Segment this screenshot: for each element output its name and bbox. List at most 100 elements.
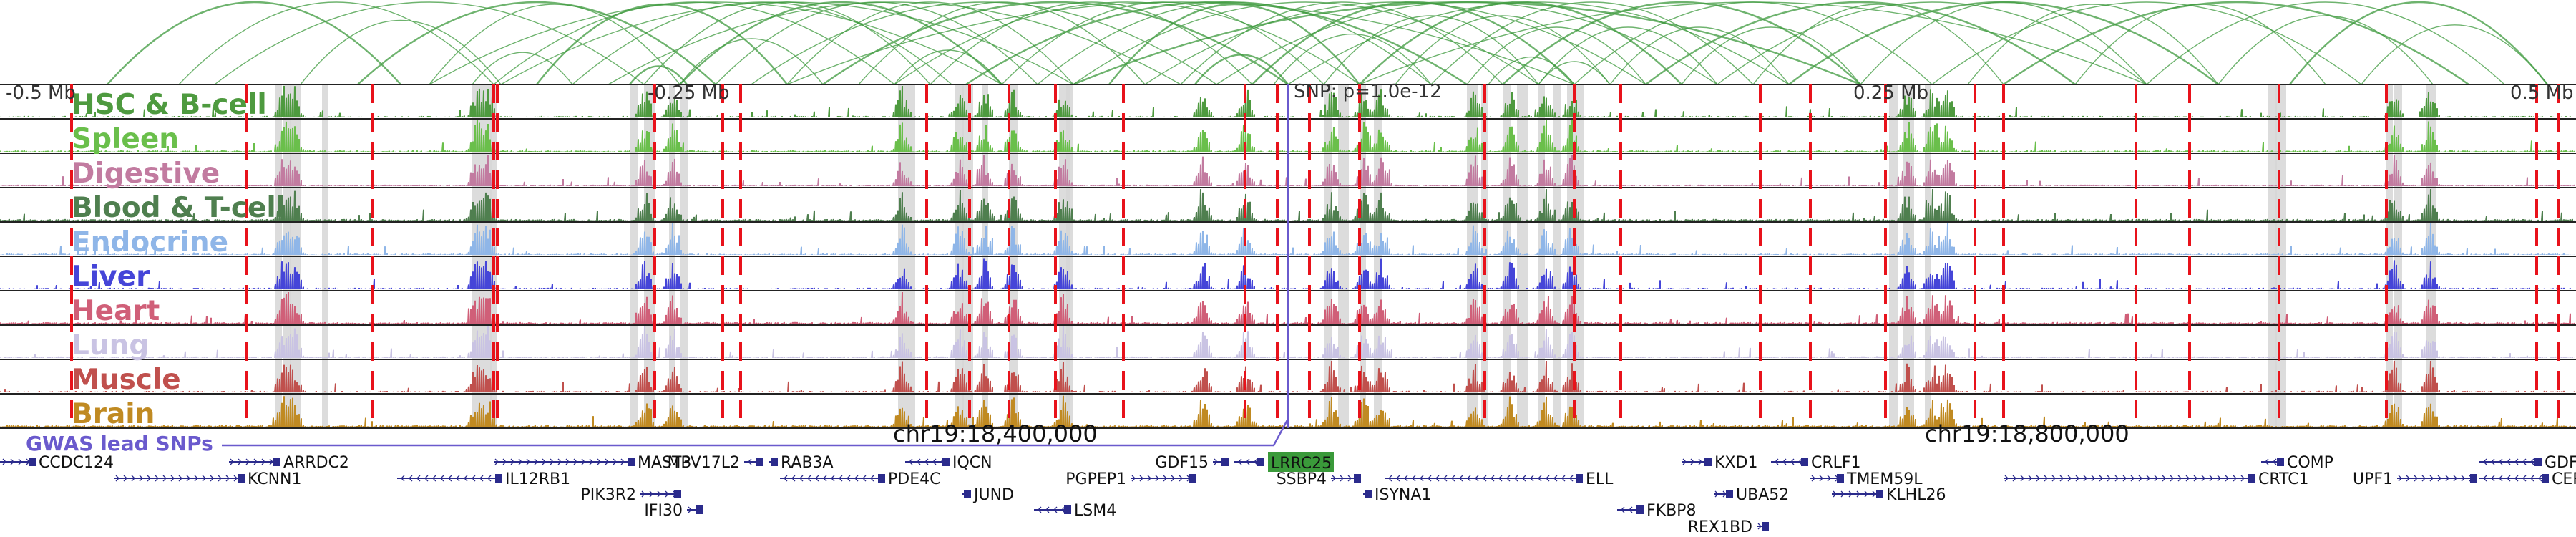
strand-arrow [526, 458, 530, 465]
strand-arrow [424, 475, 429, 482]
strand-arrow [1404, 475, 1408, 482]
strand-arrow [510, 458, 514, 465]
strand-arrow [186, 475, 190, 482]
strand-arrow [1420, 475, 1424, 482]
loop-arc [1144, 1, 1646, 85]
strand-arrow [2122, 475, 2127, 482]
strand-arrow [1045, 506, 1050, 513]
strand-arrow [2522, 458, 2527, 465]
strand-arrow [2036, 475, 2040, 482]
strand-arrow [1553, 475, 1558, 482]
track-label: HSC & B-cell [72, 89, 267, 121]
loop-arc [536, 4, 788, 85]
loop-arc [300, 19, 502, 85]
strand-arrow [238, 458, 242, 465]
strand-arrow [1506, 475, 1511, 482]
gene-exon [878, 474, 885, 483]
strand-arrow [1155, 475, 1159, 482]
loop-arc [2361, 24, 2548, 85]
gene-label-lead: LRRC25 [1271, 455, 1332, 473]
strand-arrow [1782, 458, 1787, 465]
loop-arc [1752, 4, 2004, 85]
strand-arrow [2265, 458, 2269, 465]
strand-arrow [870, 475, 874, 482]
strand-arrow [210, 475, 214, 482]
strand-arrow [2083, 475, 2087, 482]
loop-arc [1359, 1, 1682, 85]
loop-arc [1538, 26, 1718, 85]
gene-exon [756, 458, 763, 466]
loop-arc [1359, 1, 2147, 85]
strand-arrow [2461, 475, 2465, 482]
axis-tick-plus-025: 0.25 Mb [1853, 82, 1928, 104]
gene-exon [1189, 474, 1196, 483]
gene-label: PGPEP1 [1065, 470, 1126, 488]
strand-arrow [1629, 506, 1633, 513]
strand-arrow [1522, 475, 1526, 482]
strand-arrow [605, 458, 609, 465]
strand-arrow [1459, 475, 1463, 482]
gene-label: FKBP8 [1646, 502, 1696, 520]
strand-arrow [1798, 458, 1802, 465]
strand-arrow [2162, 475, 2166, 482]
gene-exon [1354, 474, 1361, 483]
gene-exon [696, 505, 703, 514]
track-signal [0, 120, 2576, 152]
loop-arc [357, 1, 716, 85]
strand-arrow [1514, 475, 1518, 482]
strand-arrow [565, 458, 570, 465]
strand-arrow [225, 475, 230, 482]
strand-arrow [10, 458, 14, 465]
loop-arc [1073, 1, 1861, 86]
strand-arrow [2414, 475, 2418, 482]
strand-arrow [557, 458, 562, 465]
axis-tick-right: 0.5 Mb [2510, 82, 2574, 104]
gene-exon [2248, 474, 2255, 483]
strand-arrow [823, 475, 827, 482]
strand-arrow [2099, 475, 2103, 482]
track-label: Heart [72, 295, 160, 327]
strand-arrow [1811, 475, 1815, 482]
loop-arc [1645, 1, 2076, 85]
strand-arrow [2233, 475, 2237, 482]
loop-arc [178, 1, 494, 85]
track-signal [0, 223, 2576, 255]
strand-arrow [2273, 458, 2277, 465]
strand-arrow [18, 458, 22, 465]
strand-arrow [155, 475, 159, 482]
strand-arrow [245, 458, 250, 465]
strand-arrow [2538, 475, 2542, 482]
gene-label: CRTC1 [2258, 470, 2309, 488]
strand-arrow [1621, 506, 1625, 513]
strand-arrow [2, 458, 6, 465]
strand-arrow [1147, 475, 1151, 482]
strand-arrow [1840, 490, 1845, 498]
loop-arc [1194, 54, 1289, 85]
strand-arrow [1332, 475, 1336, 482]
loop-arc [1488, 56, 1575, 85]
strand-arrow [2154, 475, 2158, 482]
strand-arrow [494, 458, 499, 465]
strand-arrow [799, 475, 804, 482]
gwas-annotation: GWAS lead SNPs chr19:18,400,000 chr19:18… [26, 418, 2129, 455]
strand-arrow [1246, 458, 1250, 465]
strand-arrow [2514, 458, 2519, 465]
loop-arc [1788, 1, 2219, 85]
gene-exon [238, 474, 245, 483]
strand-arrow [2217, 475, 2221, 482]
strand-arrow [909, 458, 913, 465]
gene-exon [1365, 490, 1372, 498]
loop-arc [1430, 1, 1754, 85]
strand-arrow [1131, 475, 1136, 482]
strand-arrow [2004, 475, 2009, 482]
gene-label: UPF1 [2353, 470, 2393, 488]
strand-arrow [1451, 475, 1455, 482]
gene-label: PDE4C [888, 470, 940, 488]
loop-arc [1287, 1, 1790, 85]
strand-arrow [1214, 458, 1218, 465]
loop-arc [751, 1, 1217, 85]
strand-arrow [2107, 475, 2111, 482]
loop-arc [715, 1, 1038, 85]
